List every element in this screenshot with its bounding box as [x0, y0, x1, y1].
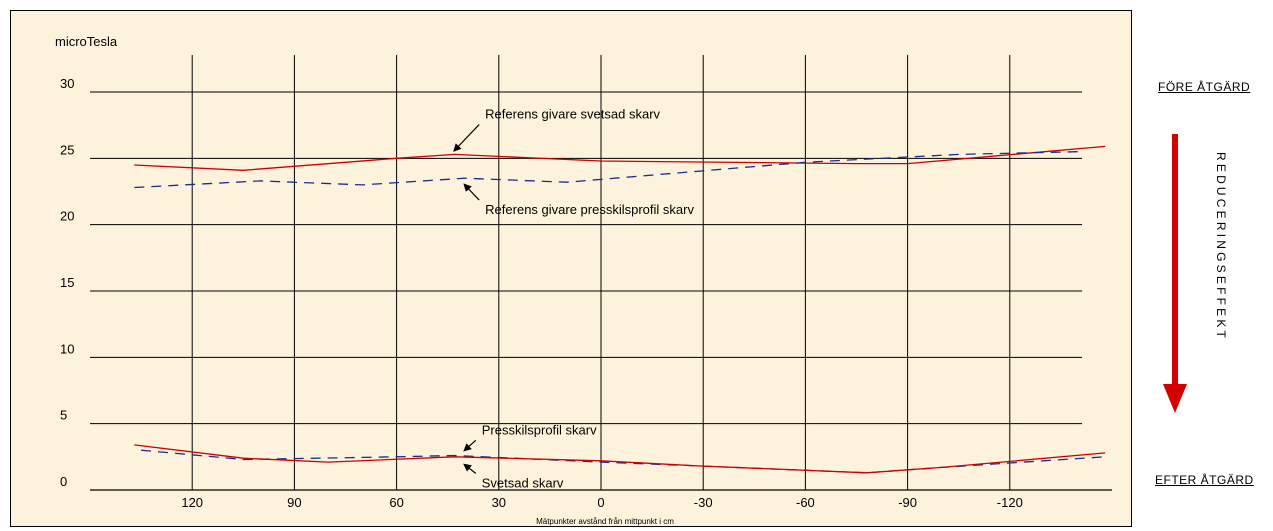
annotations: Referens givare svetsad skarv Referens gi…	[453, 107, 694, 490]
annotation-label-2: Referens givare presskilsprofil skarv	[485, 202, 694, 217]
x-axis-label: Mätpunkter avstånd från mittpunkt i cm	[536, 517, 674, 526]
reduction-arrow	[1163, 134, 1187, 413]
series-line-1	[134, 145, 1106, 171]
y-axis-label: microTesla	[55, 34, 118, 49]
series-line-3	[141, 449, 1106, 474]
x-tick-label: 0	[597, 495, 604, 510]
x-tick-label: 30	[492, 495, 506, 510]
x-tick-label: 120	[181, 495, 203, 510]
annotation-arrow-1	[453, 124, 480, 152]
x-tick-label: -120	[997, 495, 1023, 510]
x-tick-label: -30	[694, 495, 713, 510]
y-tick-label: 5	[60, 408, 67, 423]
y-tick-label: 25	[60, 142, 74, 157]
annotation-label-3: Presskilsprofil skarv	[482, 422, 597, 437]
before-label: FÖRE ÅTGÄRD	[1158, 80, 1251, 94]
axes: 0 5 10 15 20 25 30 120 90 60 30 0 -30 -60 -90 -120	[60, 76, 1112, 510]
y-tick-label: 20	[60, 209, 74, 224]
annotation-arrow-4	[463, 463, 477, 474]
y-tick-label: 0	[60, 474, 67, 489]
annotation-label-1: Referens givare svetsad skarv	[485, 107, 660, 122]
grid	[90, 55, 1082, 490]
chart-panel	[10, 10, 1132, 527]
annotation-label-4: Svetsad skarv	[482, 475, 564, 490]
x-tick-label: -90	[898, 495, 917, 510]
y-tick-label: 30	[60, 76, 74, 91]
reduction-effect-label: REDUCERINGSEFFEKT	[1214, 152, 1228, 342]
y-tick-label: 10	[60, 341, 74, 356]
x-tick-label: -60	[796, 495, 815, 510]
y-tick-label: 15	[60, 275, 74, 290]
series-line-2	[134, 151, 1078, 189]
x-tick-label: 60	[389, 495, 403, 510]
after-label: EFTER ÅTGÄRD	[1155, 473, 1254, 487]
annotation-arrow-2	[463, 183, 480, 201]
reduction-arrow-head	[1163, 384, 1187, 413]
x-tick-label: 90	[287, 495, 301, 510]
reduction-arrow-shaft	[1172, 134, 1178, 384]
annotation-arrow-3	[463, 439, 477, 452]
series-lines	[134, 145, 1106, 474]
series-line-4	[134, 444, 1106, 474]
